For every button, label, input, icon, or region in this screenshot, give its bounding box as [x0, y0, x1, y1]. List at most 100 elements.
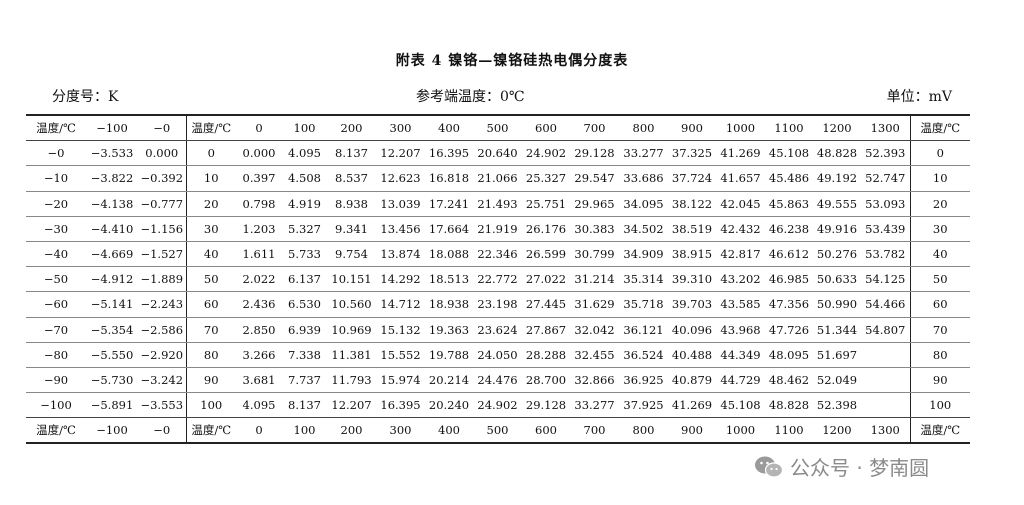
table-cell: 33.277 — [570, 392, 619, 419]
table-cell: 20.640 — [473, 140, 522, 167]
table-cell: 100 — [282, 417, 327, 445]
table-cell: 1100 — [765, 114, 813, 142]
thermocouple-table: 温度/℃ −100 −0 温度/℃ 0 100 200 300 400 500 600 700 800 9… — [26, 114, 970, 445]
table-cell: −10 — [26, 165, 86, 192]
table-cell: 11.793 — [327, 367, 376, 394]
table-cell: 16.395 — [425, 140, 473, 167]
table-cell: 0 — [910, 140, 970, 167]
table-cell: 18.513 — [425, 266, 473, 293]
table-cell: 33.686 — [619, 165, 668, 192]
table-cell: 8.938 — [327, 191, 376, 217]
table-cell: 7.338 — [282, 342, 327, 368]
table-cell: −0 — [138, 417, 187, 445]
table-cell: 1000 — [716, 417, 765, 445]
table-cell: 6.939 — [282, 317, 327, 343]
table-cell: 37.325 — [668, 140, 716, 167]
table-cell: −80 — [26, 342, 86, 368]
table-cell: 1200 — [813, 114, 861, 142]
table-cell: 40.096 — [668, 317, 716, 343]
table-cell: 42.817 — [716, 241, 765, 268]
table-cell: 0.397 — [236, 165, 282, 192]
table-cell: 5.733 — [282, 241, 327, 268]
table-cell: 53.782 — [861, 241, 911, 268]
table-cell: 70 — [186, 317, 236, 343]
table-cell: 900 — [668, 114, 716, 142]
table-cell: 24.902 — [473, 392, 522, 419]
table-cell: −3.553 — [138, 392, 187, 419]
table-title: 附表 4 镍铬—镍铬硅热电偶分度表 — [395, 53, 629, 69]
table-cell: 34.909 — [619, 241, 668, 268]
table-cell: 27.022 — [522, 266, 570, 293]
table-body: 温度/℃ −100 −0 温度/℃ 0 100 200 300 400 500 600 700 800 9… — [26, 114, 970, 445]
watermark-text: 公众号 · 梦南圆 — [790, 456, 930, 480]
table-cell: 43.202 — [716, 266, 765, 293]
table-cell — [861, 392, 911, 419]
table-cell: 0.798 — [236, 191, 282, 217]
table-cell: 32.866 — [570, 367, 619, 394]
table-cell: 1100 — [765, 417, 813, 445]
table-cell: 41.657 — [716, 165, 765, 192]
table-cell: 90 — [186, 367, 236, 394]
table-cell: 14.292 — [376, 266, 425, 293]
table-cell: 600 — [522, 114, 570, 142]
table-cell: −3.533 — [86, 140, 138, 167]
table-cell: 300 — [376, 417, 425, 445]
table-cell: 48.828 — [765, 392, 813, 419]
table-cell: 80 — [910, 342, 970, 368]
table-cell: 10.151 — [327, 266, 376, 293]
table-cell: 41.269 — [716, 140, 765, 167]
table-cell: −0 — [138, 114, 187, 142]
table-cell: 15.132 — [376, 317, 425, 343]
table-cell: 46.612 — [765, 241, 813, 268]
table-cell: −50 — [26, 266, 86, 293]
table-cell: 0.000 — [236, 140, 282, 167]
table-cell: 43.585 — [716, 291, 765, 318]
table-cell: 1300 — [861, 114, 911, 142]
table-cell: −5.891 — [86, 392, 138, 419]
table-cell: 温度/℃ — [910, 114, 970, 142]
table-cell: 1.203 — [236, 216, 282, 242]
table-cell: −90 — [26, 367, 86, 394]
table-cell: −5.354 — [86, 317, 138, 343]
wechat-icon — [755, 456, 784, 478]
unit-label: 单位：mV — [886, 89, 952, 105]
table-cell: 800 — [619, 114, 668, 142]
table-cell: 37.724 — [668, 165, 716, 192]
table-row: −20 −4.138 −0.777 20 0.798 4.919 8.938 13.039 17… — [26, 191, 970, 217]
table-cell: 22.346 — [473, 241, 522, 268]
table-row: −100 −5.891 −3.553 100 4.095 8.137 12.207 16.39… — [26, 392, 970, 419]
table-cell: 100 — [282, 114, 327, 142]
table-cell: 48.095 — [765, 342, 813, 368]
table-cell: 29.965 — [570, 191, 619, 217]
table-cell: −20 — [26, 191, 86, 217]
table-cell: −5.730 — [86, 367, 138, 394]
table-cell: 39.310 — [668, 266, 716, 293]
table-cell: 10.560 — [327, 291, 376, 318]
table-cell: −0.777 — [138, 191, 187, 217]
table-cell: 4.508 — [282, 165, 327, 192]
table-cell: 20 — [186, 191, 236, 217]
table-cell: 10 — [186, 165, 236, 192]
table-cell: 400 — [425, 417, 473, 445]
table-cell: 24.476 — [473, 367, 522, 394]
table-cell: 1300 — [861, 417, 911, 445]
table-cell: 29.128 — [570, 140, 619, 167]
table-cell: 700 — [570, 417, 619, 445]
table-cell: 9.754 — [327, 241, 376, 268]
table-cell: 26.176 — [522, 216, 570, 242]
table-cell: 3.266 — [236, 342, 282, 368]
table-cell: 90 — [910, 367, 970, 394]
table-cell: 29.128 — [522, 392, 570, 419]
table-cell: −5.141 — [86, 291, 138, 318]
table-cell: 7.737 — [282, 367, 327, 394]
table-cell: 温度/℃ — [186, 114, 236, 142]
table-cell: 44.729 — [716, 367, 765, 394]
table-cell: 38.915 — [668, 241, 716, 268]
table-cell: 27.867 — [522, 317, 570, 343]
table-cell: −0 — [26, 140, 86, 167]
table-cell: −1.527 — [138, 241, 187, 268]
table-row: −80 −5.550 −2.920 80 3.266 7.338 11.381 15.552 1… — [26, 342, 970, 368]
table-cell: 15.552 — [376, 342, 425, 368]
table-cell: 22.772 — [473, 266, 522, 293]
table-cell: 52.049 — [813, 367, 861, 394]
